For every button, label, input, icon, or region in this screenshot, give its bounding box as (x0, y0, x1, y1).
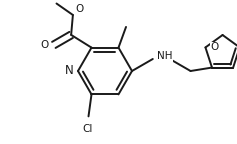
Text: NH: NH (157, 51, 172, 61)
Text: N: N (65, 65, 74, 77)
Text: O: O (41, 40, 49, 50)
Text: Cl: Cl (82, 124, 93, 134)
Text: O: O (210, 42, 219, 52)
Text: O: O (75, 4, 83, 14)
